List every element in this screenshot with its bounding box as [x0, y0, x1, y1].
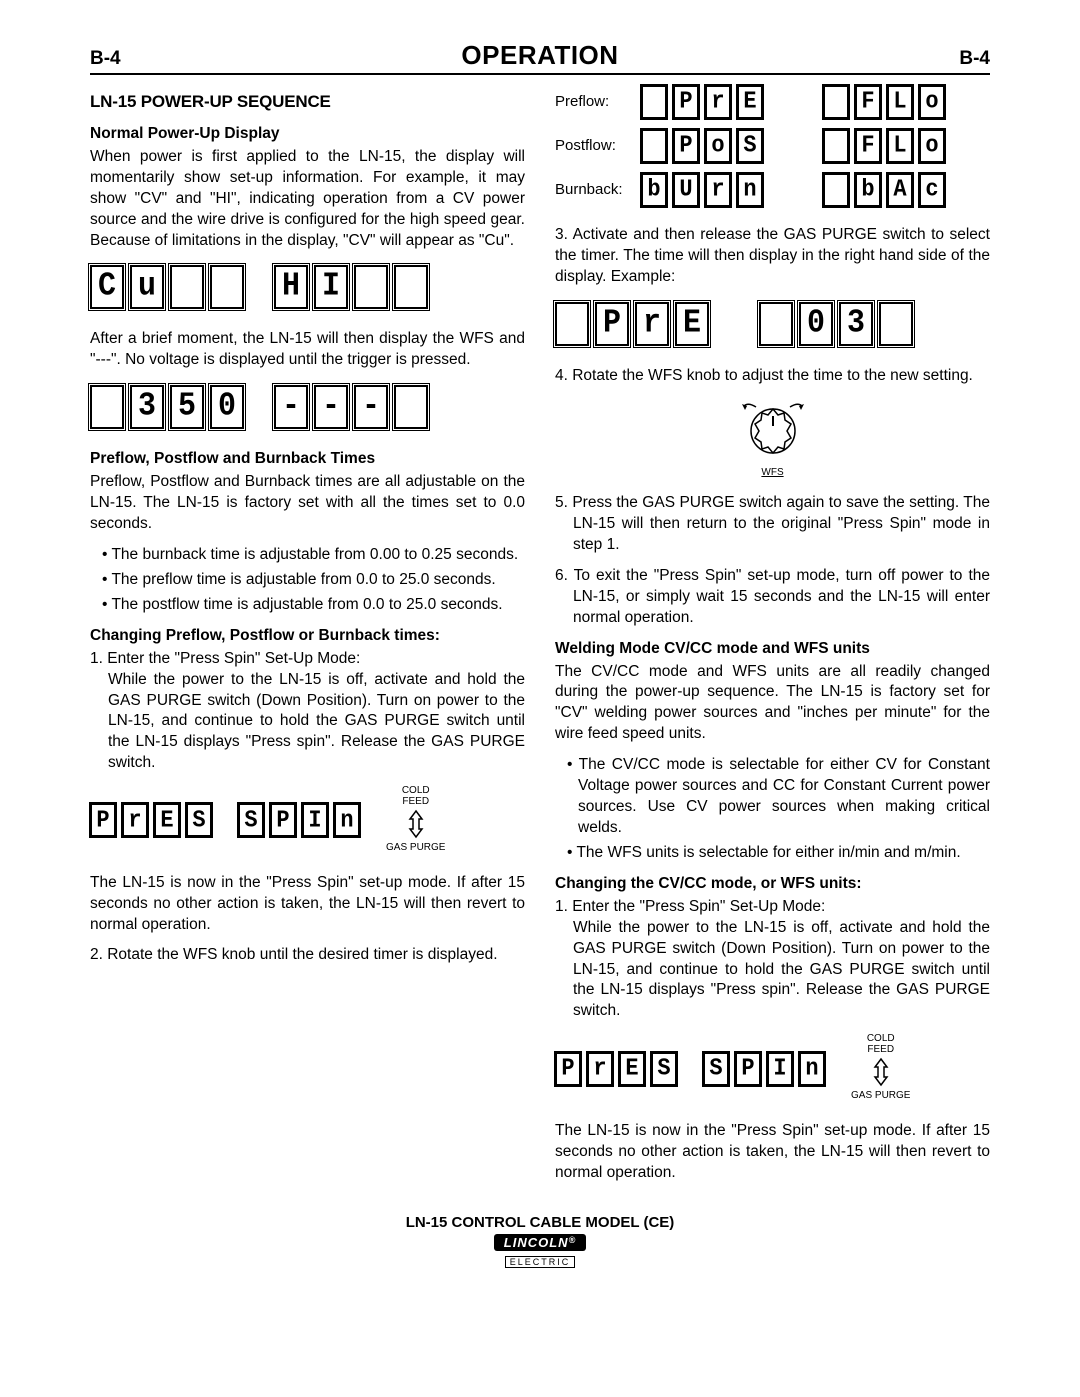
timer-table: Preflow: PrE FLo Postflow: PoS FLo Burnb…	[555, 85, 990, 207]
wfs-knob-icon: WFS	[555, 397, 990, 479]
list-item: The CV/CC mode is selectable for either …	[567, 755, 990, 839]
left-column: LN-15 POWER-UP SEQUENCE Normal Power-Up …	[90, 85, 525, 1194]
switch-bot-label: GAS PURGE	[851, 1089, 910, 1103]
page-footer: LN-15 CONTROL CABLE MODEL (CE) LINCOLN® …	[90, 1214, 990, 1270]
gas-purge-switch-icon: COLD FEED GAS PURGE	[386, 786, 445, 855]
weld-heading: Welding Mode CV/CC mode and WFS units	[555, 639, 990, 660]
seg-pre: PrE	[555, 302, 709, 346]
change-heading-right: Changing the CV/CC mode, or WFS units:	[555, 874, 990, 895]
step1-body: While the power to the LN-15 is off, act…	[108, 670, 525, 775]
step5: 5. Press the GAS PURGE switch again to s…	[555, 493, 990, 556]
content-columns: LN-15 POWER-UP SEQUENCE Normal Power-Up …	[90, 85, 990, 1194]
section-title: LN-15 POWER-UP SEQUENCE	[90, 91, 525, 114]
after-pspin-right: The LN-15 is now in the "Press Spin" set…	[555, 1121, 990, 1184]
seg-spin: SPIn	[238, 803, 360, 837]
switch-top-label: COLD FEED	[402, 786, 430, 807]
gas-purge-switch-icon: COLD FEED GAS PURGE	[851, 1034, 910, 1103]
switch-bot-label: GAS PURGE	[386, 841, 445, 855]
ppb-list: The burnback time is adjustable from 0.0…	[90, 545, 525, 616]
step6: 6. To exit the "Press Spin" set-up mode,…	[555, 566, 990, 629]
page-num-left: B-4	[90, 48, 121, 70]
press-spin-display-left: PrES SPIn COLD FEED GAS PURGE	[90, 786, 525, 855]
timer-row: Burnback: bUrn bAc	[555, 173, 990, 207]
after-pspin-left: The LN-15 is now in the "Press Spin" set…	[90, 873, 525, 936]
page-num-right: B-4	[959, 48, 990, 70]
ppb-heading: Preflow, Postflow and Burnback Times	[90, 449, 525, 470]
seg-03: 03	[759, 302, 913, 346]
display-350: 350 ---	[90, 385, 525, 429]
change-heading: Changing Preflow, Postflow or Burnback t…	[90, 626, 525, 647]
footer-brand-sub: ELECTRIC	[505, 1256, 576, 1268]
seg-pre-a: PrE	[641, 85, 763, 119]
seg-burn-a: bUrn	[641, 173, 763, 207]
timer-row: Postflow: PoS FLo	[555, 129, 990, 163]
ppb-body: Preflow, Postflow and Burnback times are…	[90, 472, 525, 535]
after-seg1: After a brief moment, the LN-15 will the…	[90, 329, 525, 371]
step1-label: 1. Enter the "Press Spin" Set-Up Mode:	[90, 650, 360, 667]
seg-pos-b: FLo	[823, 129, 945, 163]
switch-top-label: COLD FEED	[867, 1034, 895, 1055]
seg-hi: HI	[274, 265, 428, 309]
step1-right: 1. Enter the "Press Spin" Set-Up Mode: W…	[555, 897, 990, 1023]
seg-350: 350	[90, 385, 244, 429]
list-item: The WFS units is selectable for either i…	[567, 843, 990, 864]
step-list-right: 1. Enter the "Press Spin" Set-Up Mode: W…	[555, 897, 990, 1023]
press-spin-display-right: PrES SPIn COLD FEED GAS PURGE	[555, 1034, 990, 1103]
list-item: The postflow time is adjustable from 0.0…	[102, 595, 525, 616]
timer-row: Preflow: PrE FLo	[555, 85, 990, 119]
seg-spin: SPIn	[703, 1052, 825, 1086]
step1-body: While the power to the LN-15 is off, act…	[573, 918, 990, 1023]
page-title: OPERATION	[461, 40, 618, 71]
timer-label: Burnback:	[555, 180, 631, 200]
seg-burn-b: bAc	[823, 173, 945, 207]
seg-cu: Cu	[90, 265, 244, 309]
right-column: Preflow: PrE FLo Postflow: PoS FLo Burnb…	[555, 85, 990, 1194]
seg-pres: PrES	[555, 1052, 677, 1086]
step1-label: 1. Enter the "Press Spin" Set-Up Mode:	[555, 898, 825, 915]
timer-label: Postflow:	[555, 136, 631, 156]
page-header: B-4 OPERATION B-4	[90, 40, 990, 75]
step1: 1. Enter the "Press Spin" Set-Up Mode: W…	[90, 649, 525, 775]
timer-label: Preflow:	[555, 92, 631, 112]
seg-pre-b: FLo	[823, 85, 945, 119]
step3: 3. Activate and then release the GAS PUR…	[555, 225, 990, 288]
list-item: The preflow time is adjustable from 0.0 …	[102, 570, 525, 591]
footer-model: LN-15 CONTROL CABLE MODEL (CE)	[90, 1214, 990, 1231]
step4: 4. Rotate the WFS knob to adjust the tim…	[555, 366, 990, 387]
seg-pres: PrES	[90, 803, 212, 837]
display-cu-hi: Cu HI	[90, 265, 525, 309]
footer-brand: LINCOLN®	[494, 1234, 586, 1251]
knob-label: WFS	[555, 466, 990, 480]
normal-heading: Normal Power-Up Display	[90, 124, 525, 145]
step-list: 1. Enter the "Press Spin" Set-Up Mode: W…	[90, 649, 525, 775]
weld-body: The CV/CC mode and WFS units are all rea…	[555, 662, 990, 746]
normal-body: When power is first applied to the LN-15…	[90, 147, 525, 252]
seg-dashes: ---	[274, 385, 428, 429]
display-pre-03: PrE 03	[555, 302, 990, 346]
seg-pos-a: PoS	[641, 129, 763, 163]
weld-list: The CV/CC mode is selectable for either …	[555, 755, 990, 864]
list-item: The burnback time is adjustable from 0.0…	[102, 545, 525, 566]
step2: 2. Rotate the WFS knob until the desired…	[90, 945, 525, 966]
